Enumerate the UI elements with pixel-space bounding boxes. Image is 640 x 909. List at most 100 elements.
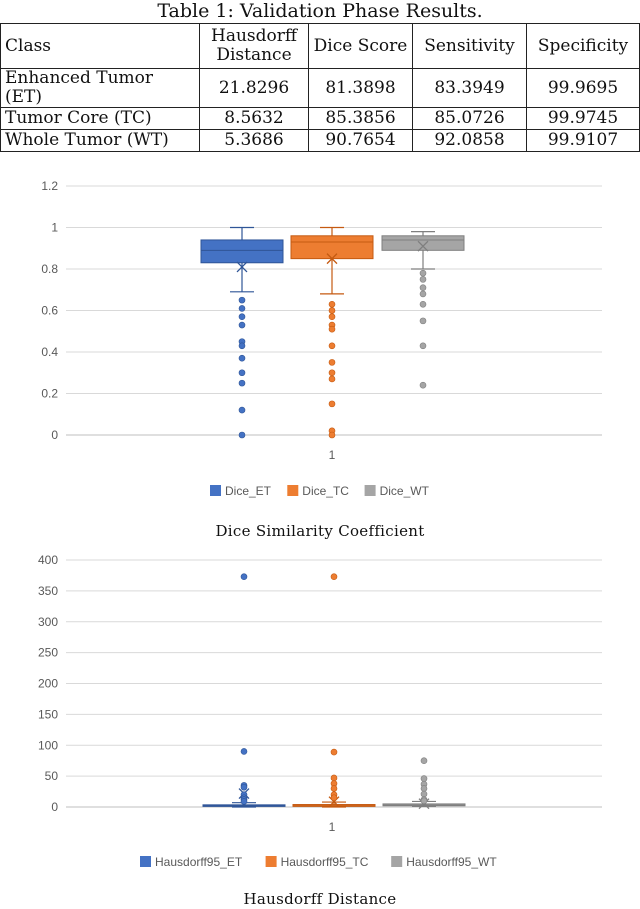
- outlier-point: [419, 300, 427, 308]
- box-dice-et: [200, 226, 284, 439]
- legend-swatch: [210, 485, 221, 496]
- header-dice: Dice Score: [308, 23, 413, 69]
- outlier-point: [238, 379, 246, 387]
- outlier-point: [419, 381, 427, 389]
- box-hausdorff95-wt: [382, 757, 466, 810]
- cell-dice: 90.7654: [308, 129, 413, 152]
- outlier-point: [240, 573, 248, 580]
- legend-swatch: [287, 485, 299, 496]
- outlier-point: [240, 798, 248, 805]
- y-tick-label: 1.2: [41, 179, 58, 193]
- outlier-point: [238, 369, 246, 377]
- outlier-point: [419, 290, 427, 298]
- outlier-point: [328, 342, 336, 350]
- outlier-point: [330, 573, 338, 580]
- header-specificity: Specificity: [526, 23, 640, 69]
- outlier-point: [328, 325, 336, 333]
- y-tick-label: 300: [38, 615, 58, 629]
- cell-specificity: 99.9695: [526, 68, 640, 108]
- table-caption: Table 1: Validation Phase Results.: [157, 0, 483, 22]
- outlier-point: [330, 794, 338, 802]
- dice-box-plot: 0 0.2 0.4 0.6 0.8 1 1.2 1 Dice_ET Dice_TC Dice_WT: [41, 179, 602, 498]
- outlier-point: [238, 296, 246, 304]
- mean-marker: [417, 240, 429, 252]
- y-tick-label: 0.8: [41, 262, 58, 276]
- outlier-point: [240, 783, 248, 791]
- outlier-point: [328, 359, 336, 366]
- header-sensitivity: Sensitivity: [412, 23, 527, 69]
- cell-specificity: 99.9107: [526, 129, 640, 152]
- outlier-point: [240, 748, 248, 755]
- box-dice-wt: [381, 231, 465, 389]
- legend-label: Dice_WT: [380, 484, 430, 498]
- y-tick-label: 150: [38, 707, 58, 721]
- y-tick-label: 400: [38, 553, 58, 567]
- outlier-point: [328, 375, 336, 383]
- cell-class: Enhanced Tumor (ET): [0, 68, 200, 108]
- y-tick-label: 100: [38, 738, 58, 752]
- outlier-point: [238, 321, 246, 329]
- outlier-point: [420, 775, 428, 782]
- y-tick-label: 0.6: [41, 304, 58, 318]
- legend-label: Dice_ET: [225, 484, 272, 498]
- outlier-point: [328, 300, 336, 308]
- box-hausdorff95-et: [202, 573, 286, 808]
- y-tick-label: 350: [38, 584, 58, 598]
- outlier-point: [420, 797, 428, 805]
- results-table: Class Hausdorff Distance Dice Score Sens…: [0, 23, 640, 152]
- cell-class: Tumor Core (TC): [0, 107, 200, 130]
- outlier-point: [328, 313, 336, 321]
- outlier-point: [328, 369, 336, 377]
- outlier-point: [419, 317, 427, 325]
- outlier-point: [238, 342, 246, 350]
- dice-caption: Dice Similarity Coefficient: [215, 522, 425, 540]
- outlier-point: [330, 785, 338, 792]
- outlier-point: [330, 748, 338, 756]
- header-class: Class: [0, 23, 200, 69]
- outlier-point: [238, 406, 246, 414]
- cell-dice: 81.3898: [308, 68, 413, 108]
- x-category-label: 1: [329, 448, 336, 462]
- legend-swatch: [265, 856, 277, 867]
- y-tick-label: 0: [51, 428, 58, 442]
- outlier-point: [420, 757, 428, 764]
- cell-hausdorff: 8.5632: [199, 107, 309, 130]
- outlier-point: [419, 284, 427, 291]
- box-dice-tc: [290, 226, 374, 439]
- outlier-point: [419, 342, 427, 350]
- cell-hausdorff: 21.8296: [199, 68, 309, 108]
- cell-dice: 85.3856: [308, 107, 413, 130]
- table-row: Whole Tumor (WT) 5.3686 90.7654 92.0858 …: [0, 129, 640, 152]
- outlier-point: [238, 313, 246, 321]
- legend-swatch: [364, 485, 376, 496]
- y-tick-label: 0: [51, 800, 58, 814]
- mean-marker: [236, 261, 248, 273]
- hausdorff-caption: Hausdorff Distance: [243, 890, 397, 908]
- y-tick-label: 200: [38, 677, 58, 691]
- cell-sensitivity: 83.3949: [412, 68, 527, 108]
- y-tick-label: 1: [51, 221, 58, 235]
- outlier-point: [420, 785, 428, 792]
- hausdorff-box-plot: 0 50 100 150 200 250 300 350 400 1 Hausdorff95_ET H…: [38, 553, 602, 869]
- outlier-point: [419, 269, 427, 277]
- y-tick-label: 250: [38, 646, 58, 660]
- legend-label: Hausdorff95_ET: [155, 855, 243, 869]
- table-row: Enhanced Tumor (ET) 21.8296 81.3898 83.3…: [0, 68, 640, 108]
- outlier-point: [238, 431, 246, 439]
- cell-hausdorff: 5.3686: [199, 129, 309, 152]
- outlier-point: [328, 307, 336, 314]
- cell-specificity: 99.9745: [526, 107, 640, 130]
- outlier-point: [330, 774, 338, 782]
- y-tick-label: 0.4: [41, 345, 58, 359]
- legend-swatch: [140, 856, 151, 867]
- outlier-point: [238, 305, 246, 312]
- y-tick-label: 50: [45, 769, 59, 783]
- box-hausdorff95-tc: [292, 573, 376, 808]
- outlier-point: [420, 790, 428, 798]
- legend-label: Hausdorff95_TC: [281, 855, 369, 869]
- cell-class: Whole Tumor (WT): [0, 129, 200, 152]
- outlier-point: [328, 400, 336, 408]
- mean-marker: [328, 796, 340, 808]
- legend-label: Hausdorff95_WT: [406, 855, 497, 869]
- box-body: [381, 235, 465, 251]
